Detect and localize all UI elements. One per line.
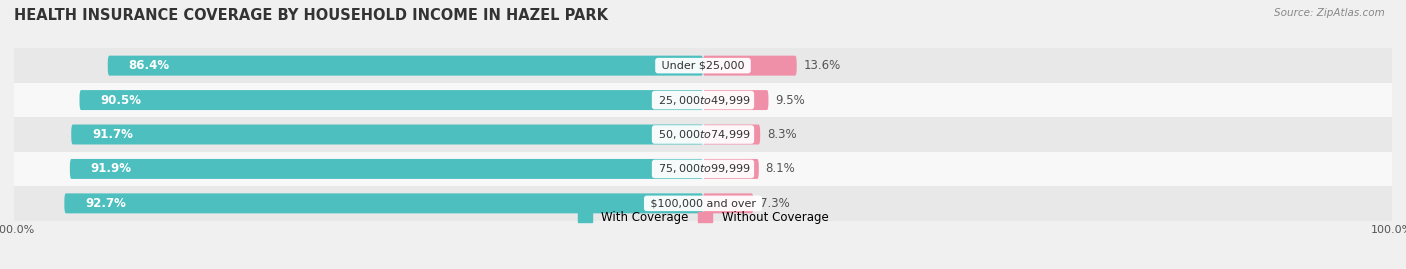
FancyBboxPatch shape [703, 56, 797, 76]
Text: 13.6%: 13.6% [804, 59, 841, 72]
Text: $75,000 to $99,999: $75,000 to $99,999 [655, 162, 751, 175]
FancyBboxPatch shape [703, 90, 769, 110]
Text: Source: ZipAtlas.com: Source: ZipAtlas.com [1274, 8, 1385, 18]
Text: 91.9%: 91.9% [90, 162, 132, 175]
FancyBboxPatch shape [703, 125, 761, 144]
Text: 90.5%: 90.5% [100, 94, 141, 107]
FancyBboxPatch shape [108, 56, 703, 76]
Bar [14, 152, 1392, 186]
FancyBboxPatch shape [70, 159, 703, 179]
Bar [14, 117, 1392, 152]
Text: Under $25,000: Under $25,000 [658, 61, 748, 71]
Text: 86.4%: 86.4% [128, 59, 170, 72]
Text: 9.5%: 9.5% [775, 94, 806, 107]
Text: 91.7%: 91.7% [91, 128, 132, 141]
FancyBboxPatch shape [72, 125, 703, 144]
Text: $25,000 to $49,999: $25,000 to $49,999 [655, 94, 751, 107]
FancyBboxPatch shape [65, 193, 703, 213]
Text: 7.3%: 7.3% [761, 197, 790, 210]
Text: HEALTH INSURANCE COVERAGE BY HOUSEHOLD INCOME IN HAZEL PARK: HEALTH INSURANCE COVERAGE BY HOUSEHOLD I… [14, 8, 607, 23]
FancyBboxPatch shape [703, 159, 759, 179]
Text: 8.1%: 8.1% [766, 162, 796, 175]
FancyBboxPatch shape [80, 90, 703, 110]
Text: 8.3%: 8.3% [768, 128, 797, 141]
Text: $50,000 to $74,999: $50,000 to $74,999 [655, 128, 751, 141]
Text: 92.7%: 92.7% [84, 197, 127, 210]
Bar [14, 48, 1392, 83]
FancyBboxPatch shape [703, 193, 754, 213]
Bar [14, 83, 1392, 117]
Bar [14, 186, 1392, 221]
Text: $100,000 and over: $100,000 and over [647, 198, 759, 208]
Legend: With Coverage, Without Coverage: With Coverage, Without Coverage [572, 206, 834, 228]
